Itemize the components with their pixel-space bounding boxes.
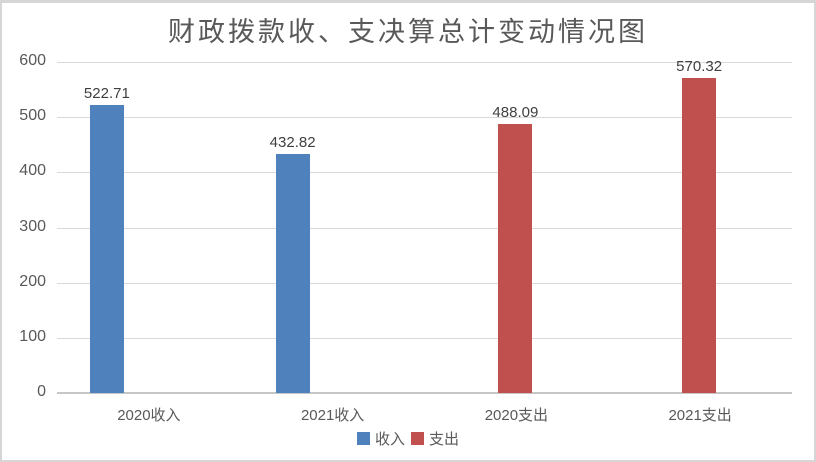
x-axis-category-label: 2021收入 (300, 407, 365, 424)
x-axis-category-label: 2021支出 (668, 407, 732, 424)
gridline (57, 337, 792, 339)
y-axis-tick-label: 300 (19, 217, 46, 235)
bar (682, 78, 717, 393)
bar-data-label: 522.71 (83, 84, 130, 102)
plot-area: 0 100 200 300 400 500 600 522.71 2020收入 432.82 202… (2, 3, 814, 460)
gridline (57, 117, 792, 119)
legend-label: 支出 (429, 431, 460, 448)
bar-data-label: 570.32 (676, 58, 723, 76)
y-axis-tick-label: 100 (19, 327, 46, 345)
legend-item: 支出 (411, 428, 459, 449)
x-axis-line (57, 392, 792, 394)
gridline (57, 282, 792, 284)
bar-data-label: 488.09 (492, 103, 539, 121)
y-axis-tick-label: 0 (37, 383, 46, 400)
legend-swatch-income (356, 432, 370, 445)
bar-data-label: 432.82 (269, 134, 316, 152)
chart-title: 财政拨款收、支决算总计变动情况图 (168, 17, 648, 47)
gridline (57, 172, 792, 174)
y-axis-tick-label: 500 (19, 107, 46, 125)
y-axis-tick-label: 400 (19, 162, 46, 180)
y-axis-tick-label: 200 (19, 272, 46, 290)
bar (498, 123, 533, 393)
bar (275, 154, 310, 393)
y-axis-tick-label: 600 (19, 52, 46, 69)
x-axis-category-label: 2020收入 (117, 407, 181, 424)
legend: 收入 支出 (2, 428, 814, 449)
legend-swatch-expense (411, 432, 424, 445)
bar (89, 104, 124, 393)
gridline (57, 62, 792, 63)
gridline (57, 227, 792, 229)
legend-item: 收入 (356, 428, 405, 449)
legend-label: 收入 (374, 431, 405, 448)
x-axis-category-label: 2020支出 (484, 407, 549, 424)
